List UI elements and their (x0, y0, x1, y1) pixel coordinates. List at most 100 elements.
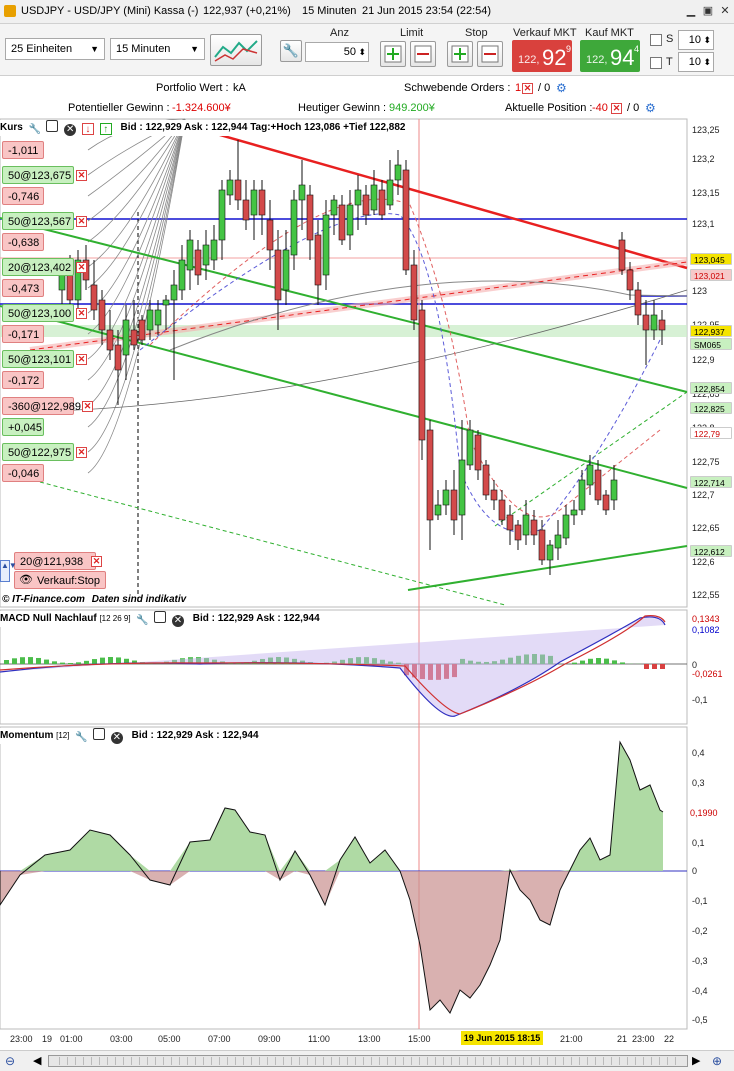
time-scrollbar[interactable] (48, 1055, 688, 1067)
candle-body (242, 199, 250, 221)
cancel-order-icon[interactable]: ✕ (76, 170, 87, 181)
wrench-icon[interactable]: 🔧 (136, 615, 149, 626)
order-tag[interactable]: 50@123,675 (2, 166, 74, 184)
gear-icon[interactable]: ⚙ (645, 101, 656, 115)
pending-orders-value[interactable]: 1 (515, 82, 522, 94)
order-tag[interactable]: 20@123,402 (2, 258, 74, 276)
cancel-pending-icon[interactable]: ✕ (522, 83, 533, 94)
zoom-in-icon[interactable]: ⊕ (712, 1054, 723, 1068)
buy-mkt-button[interactable]: 122, 94 4 (580, 40, 640, 72)
cancel-order-icon[interactable]: ✕ (76, 354, 87, 365)
x-tick-label: 23:00 (10, 1034, 33, 1044)
close-pane-icon[interactable]: ✕ (171, 615, 184, 627)
indicator-button[interactable] (210, 34, 262, 66)
wrench-icon[interactable]: 🔧 (75, 732, 88, 743)
close-icon[interactable]: ✕ (720, 5, 730, 17)
order-tag[interactable]: -0,746 (2, 187, 44, 205)
close-pane-icon[interactable]: ✕ (110, 732, 123, 744)
momentum-line (0, 740, 664, 1014)
candle-body (394, 164, 402, 181)
sell-mkt-label: Verkauf MKT (513, 27, 577, 39)
zoom-out-icon[interactable]: ⊖ (5, 1054, 16, 1068)
order-tag[interactable]: -0,473 (2, 279, 44, 297)
scrollbar-thumb[interactable] (59, 1057, 679, 1065)
x-crosshair-label: 19 Jun 2015 18:15 (461, 1031, 543, 1045)
window-title: USDJPY - USD/JPY (Mini) Kassa (-) (21, 5, 199, 17)
close-position-icon[interactable]: ✕ (611, 103, 622, 114)
order-tag[interactable]: -1,011 (2, 141, 44, 159)
order-tag-label: 50@123,567 (8, 216, 72, 228)
macd-histogram-bar (652, 664, 657, 669)
buy-price-small: 122, (586, 54, 608, 66)
stop-order-action[interactable]: Verkauf:Stop (14, 571, 106, 589)
s-stepper[interactable]: 10 (678, 30, 714, 50)
chart-indicator-icon (214, 40, 258, 62)
trend-line-green-dashed (39, 481, 506, 606)
cancel-order-icon[interactable]: ✕ (76, 447, 87, 458)
cancel-order-icon[interactable]: ✕ (76, 262, 87, 273)
stop-buy-button[interactable] (447, 41, 473, 67)
order-connector (87, 118, 186, 407)
order-tag[interactable]: 50@123,101 (2, 350, 74, 368)
x-tick-label: 15:00 (408, 1034, 431, 1044)
order-tag[interactable]: +0,045 (2, 418, 44, 436)
t-checkbox[interactable] (650, 57, 662, 69)
sell-arrow-icon[interactable]: ↓ (81, 123, 94, 135)
window-icon[interactable] (154, 611, 167, 623)
t-value: 10 (688, 56, 701, 68)
order-tag[interactable]: 50@122,975 (2, 443, 74, 461)
candle-body (130, 329, 138, 346)
x-tick-label: 19 (42, 1034, 53, 1044)
candle-body (458, 459, 466, 516)
cancel-order-icon[interactable]: ✕ (82, 401, 93, 412)
order-tag[interactable]: -0,046 (2, 464, 44, 482)
gear-icon[interactable]: ⚙ (556, 81, 567, 95)
s-label: S (666, 33, 674, 45)
order-tag[interactable]: -0,638 (2, 233, 44, 251)
order-tag-label: -0,473 (8, 283, 40, 295)
candle-body (642, 314, 650, 331)
cancel-order-icon[interactable]: ✕ (76, 216, 87, 227)
cancel-order-icon[interactable]: ✕ (76, 308, 87, 319)
wrench-icon[interactable]: 🔧 (280, 40, 302, 62)
wrench-icon[interactable]: 🔧 (28, 124, 42, 135)
t-stepper[interactable]: 10 (678, 52, 714, 72)
stop-sell-button[interactable] (477, 41, 503, 67)
units-select[interactable]: 25 Einheiten ▼ (5, 38, 105, 60)
limit-buy-button[interactable] (380, 41, 406, 67)
close-pane-icon[interactable]: ✕ (64, 124, 77, 136)
t-label: T (666, 56, 673, 68)
eye-icon[interactable]: 👁 (19, 574, 33, 586)
s-checkbox[interactable] (650, 34, 662, 46)
y-price-marker: 122,79 (690, 427, 732, 439)
order-tag-label: 50@122,975 (8, 447, 72, 459)
order-tag[interactable]: 50@123,100 (2, 304, 74, 322)
momentum-params: [12] (56, 731, 70, 740)
candle-body (506, 514, 514, 531)
y-tick-label: 122,9 (692, 355, 715, 365)
buy-arrow-icon[interactable]: ↑ (99, 123, 112, 135)
candle-body (290, 199, 298, 256)
scroll-right-icon[interactable]: ▶ (692, 1055, 701, 1067)
scroll-arrows-icon[interactable]: ▲▼ (0, 560, 17, 582)
candle-body (442, 489, 450, 506)
window-icon[interactable] (46, 120, 59, 132)
limit-sell-button[interactable] (410, 41, 436, 67)
window-icon[interactable] (93, 728, 106, 740)
cancel-stop-icon[interactable]: ✕ (91, 556, 102, 567)
momentum-y-tick: -0,2 (692, 926, 708, 936)
restore-icon[interactable]: ▣ (702, 5, 714, 17)
stop-order-tag[interactable]: 20@121,938 (14, 552, 96, 570)
order-tag[interactable]: -0,171 (2, 325, 44, 343)
momentum-y-tick: 0,1 (692, 838, 705, 848)
minimize-icon[interactable]: ▁ (686, 5, 696, 17)
order-tag[interactable]: -0,172 (2, 371, 44, 389)
timeframe-select[interactable]: 15 Minuten ▼ (110, 38, 205, 60)
sell-mkt-button[interactable]: 122, 92 9 (512, 40, 572, 72)
candle-body (346, 204, 354, 236)
order-tag[interactable]: -360@122,989 (2, 397, 81, 415)
scroll-left-icon[interactable]: ◀ (33, 1055, 42, 1067)
order-tag[interactable]: 50@123,567 (2, 212, 74, 230)
quantity-stepper[interactable]: 50 (305, 42, 369, 62)
